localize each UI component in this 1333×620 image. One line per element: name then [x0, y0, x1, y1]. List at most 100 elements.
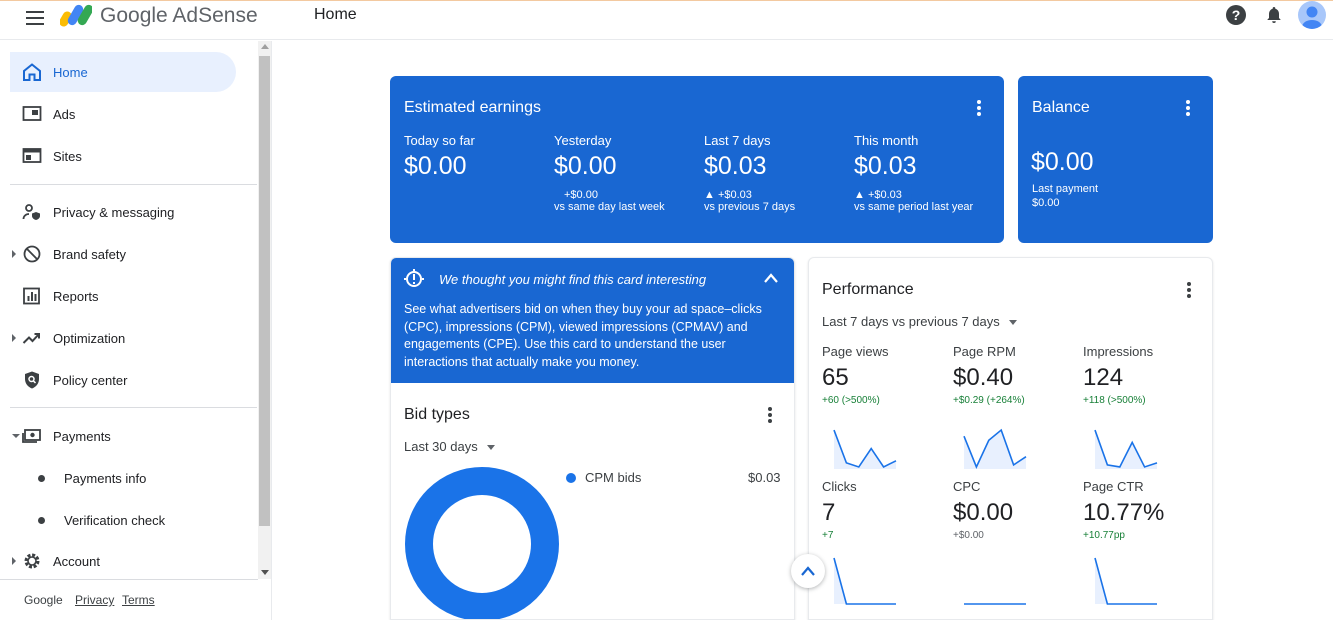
chevron-up-icon[interactable]: [763, 272, 779, 284]
stat-delta: ▲ +$0.03: [704, 189, 752, 201]
scroll-down-arrow-icon[interactable]: [261, 570, 269, 575]
earnings-more-icon[interactable]: [977, 100, 981, 116]
expand-caret-icon[interactable]: [12, 250, 16, 258]
footer-privacy-link[interactable]: Privacy: [75, 593, 115, 607]
legend-label: CPM bids: [585, 470, 642, 485]
sidebar-item-policy-center[interactable]: Policy center: [10, 360, 236, 400]
bid-types-more-icon[interactable]: [768, 407, 772, 423]
insight-body: See what advertisers bid on when they bu…: [404, 302, 762, 369]
last-payment-label: Last payment: [1032, 183, 1099, 195]
earnings-title: Estimated earnings: [404, 99, 541, 116]
metric-label: Impressions: [1083, 344, 1154, 359]
stat-delta: ▲ +$0.03: [854, 189, 902, 201]
range-label: Last 30 days: [404, 439, 478, 454]
scroll-to-top-button[interactable]: [791, 554, 825, 588]
chevron-up-icon: [801, 566, 815, 576]
sidebar-item-label: Brand safety: [53, 246, 126, 262]
sparkline-line: [1094, 557, 1157, 605]
sidebar-item-payments-info[interactable]: Payments info: [10, 458, 236, 498]
cpc-sparkline: [964, 603, 1026, 605]
stat-label: Last 7 days: [704, 133, 771, 148]
ads-icon: [22, 106, 42, 121]
page-rpm-sparkline: [963, 428, 1027, 469]
sparkline-line: [963, 428, 1027, 469]
balance-card: Balance $0.00 Last payment $0.00: [1018, 76, 1213, 243]
page-title: Home: [314, 6, 357, 23]
sidebar-item-home[interactable]: Home: [10, 52, 236, 92]
sparkline-area: [1095, 430, 1157, 469]
sidebar-scrollbar[interactable]: [258, 41, 271, 579]
footer-google-text: Google: [24, 593, 63, 607]
stat-value: $0.03: [704, 152, 767, 180]
sparkline-line: [833, 429, 897, 468]
account-avatar[interactable]: [1298, 1, 1326, 29]
footer-terms-link[interactable]: Terms: [122, 593, 155, 607]
sidebar-item-optimization[interactable]: Optimization: [10, 318, 236, 358]
sidebar-item-verification-check[interactable]: Verification check: [10, 500, 236, 540]
bid-types-range-dropdown[interactable]: Last 30 days: [404, 439, 496, 454]
lightbulb-idea-icon: [404, 269, 424, 287]
dropdown-caret-icon: [1009, 320, 1018, 326]
metric-change: +118 (>500%): [1083, 395, 1146, 406]
collapse-caret-icon[interactable]: [12, 434, 20, 438]
sparkline-area: [834, 558, 896, 604]
metric-value: $0.40: [953, 364, 1014, 391]
notifications-bell-icon[interactable]: [1264, 5, 1284, 25]
metric-label: CPC: [953, 479, 981, 494]
gear-icon: [24, 553, 40, 569]
balance-value: $0.00: [1031, 148, 1094, 176]
earnings-stat-today: Today so far $0.00: [404, 133, 544, 181]
sidebar-item-payments[interactable]: Payments: [10, 416, 236, 456]
legend-value: $0.03: [748, 470, 781, 485]
balance-more-icon[interactable]: [1186, 100, 1190, 116]
sparkline-area: [834, 430, 896, 469]
sidebar-footer: Google Privacy Terms: [0, 579, 258, 620]
sidebar-item-label: Payments info: [64, 470, 147, 486]
metric-label: Page CTR: [1083, 479, 1144, 494]
scrollbar-thumb[interactable]: [259, 56, 270, 526]
range-label: Last 7 days vs previous 7 days: [822, 314, 1000, 329]
metric-change: +$0.00: [953, 530, 984, 541]
sidebar-item-ads[interactable]: Ads: [10, 94, 236, 134]
metric-value: 124: [1083, 364, 1124, 391]
reports-icon: [23, 287, 40, 305]
help-icon[interactable]: ?: [1226, 5, 1246, 25]
page-ctr-sparkline: [1094, 557, 1157, 605]
sidebar-item-sites[interactable]: Sites: [10, 136, 236, 176]
sidebar-item-reports[interactable]: Reports: [10, 276, 236, 316]
top-app-bar: Google AdSense Home ?: [0, 0, 1333, 40]
expand-caret-icon[interactable]: [12, 334, 16, 342]
metric-value: 65: [822, 364, 849, 391]
menu-icon[interactable]: [24, 7, 46, 29]
sidebar-item-account[interactable]: Account: [10, 541, 236, 581]
person-shield-icon: [22, 204, 40, 220]
sidebar-item-label: Reports: [53, 288, 99, 304]
sites-icon: [22, 148, 42, 163]
sidebar-item-label: Payments: [53, 428, 111, 444]
bid-types-card: We thought you might find this card inte…: [390, 257, 795, 620]
expand-caret-icon[interactable]: [12, 557, 16, 565]
payments-icon: [22, 429, 41, 443]
page-views-sparkline: [833, 429, 897, 469]
sidebar-item-privacy-messaging[interactable]: Privacy & messaging: [10, 192, 236, 232]
sidebar-item-brand-safety[interactable]: Brand safety: [10, 234, 236, 274]
cpm-bids-legend-dot-icon: [566, 473, 576, 483]
metric-change: +7: [822, 530, 834, 541]
performance-range-dropdown[interactable]: Last 7 days vs previous 7 days: [822, 314, 1018, 329]
policy-shield-icon: [25, 371, 39, 389]
performance-more-icon[interactable]: [1187, 282, 1191, 298]
metric-label: Page RPM: [953, 344, 1016, 359]
scroll-up-arrow-icon[interactable]: [261, 44, 269, 49]
last-payment-value: $0.00: [1032, 197, 1060, 209]
stat-label: This month: [854, 133, 919, 148]
sparkline-line: [833, 557, 896, 605]
metric-value: 10.77%: [1083, 499, 1165, 526]
stat-value: $0.00: [554, 152, 617, 180]
estimated-earnings-card: Estimated earnings Today so far $0.00 Ye…: [390, 76, 1004, 243]
insight-title: We thought you might find this card inte…: [439, 272, 707, 287]
home-icon: [23, 63, 41, 81]
metric-label: Page views: [822, 344, 889, 359]
metric-value: $0.00: [953, 499, 1014, 526]
balance-title: Balance: [1032, 99, 1090, 116]
sparkline-area: [964, 430, 1026, 469]
